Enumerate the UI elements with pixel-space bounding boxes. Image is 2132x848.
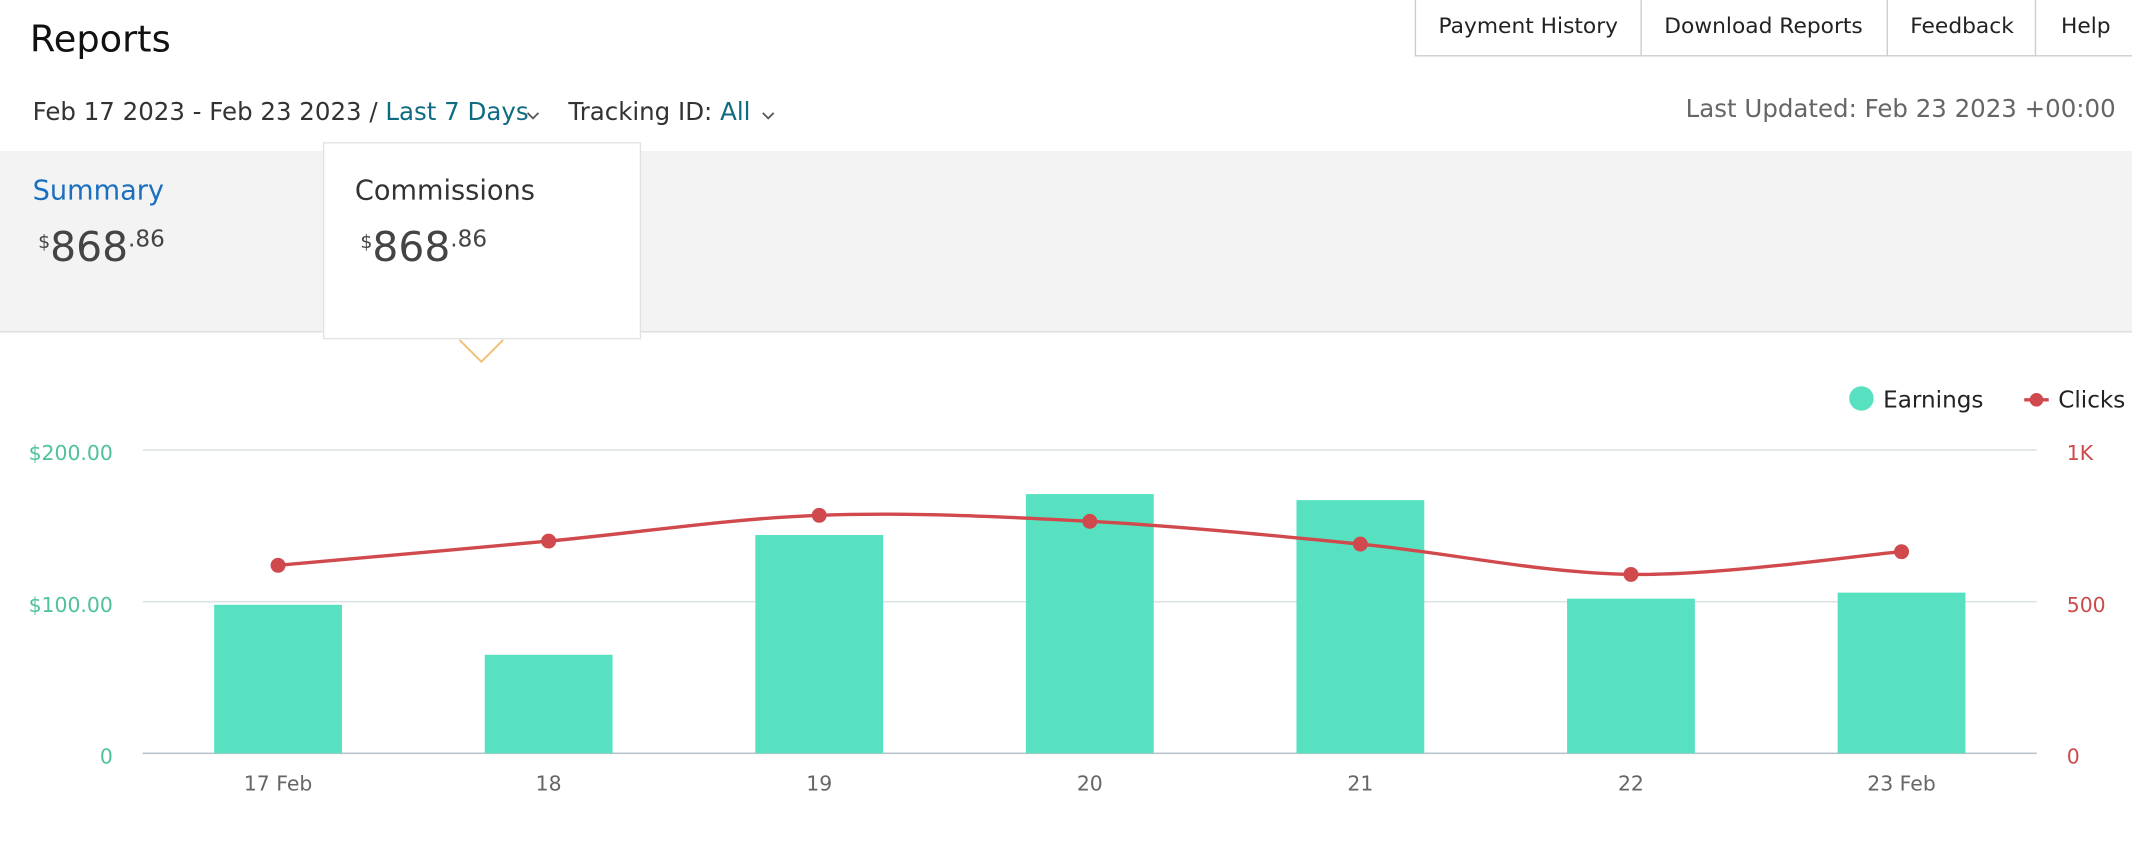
last-updated: Last Updated: Feb 23 2023 +00:00 [1686, 94, 2116, 123]
separator: / [369, 97, 378, 126]
summary-band [0, 150, 2132, 332]
tab[interactable]: Payment History [1439, 14, 1619, 39]
card-pointer [458, 339, 504, 364]
y2-tick-label: 500 [2067, 593, 2106, 617]
tracking-dropdown[interactable]: All [720, 97, 750, 126]
x-tick-label: 22 [1618, 772, 1644, 796]
line-point [270, 557, 286, 573]
amount-fraction: .86 [128, 226, 165, 252]
y2-tick-label: 0 [2067, 744, 2080, 768]
legend-swatch [1849, 386, 1874, 411]
x-tick-label: 20 [1077, 772, 1103, 796]
y2-tick-label: 1K [2067, 441, 2094, 465]
x-tick-label: 19 [806, 772, 832, 796]
tab[interactable]: Download Reports [1664, 14, 1862, 39]
y-tick-label: $100.00 [29, 593, 113, 617]
page-title: Reports [30, 17, 171, 60]
amount-whole: 868 [372, 223, 450, 271]
currency: $ [360, 231, 372, 253]
chevron[interactable] [762, 112, 775, 120]
filter-line: Feb 17 2023 - Feb 23 2023 / Last 7 Days [33, 97, 529, 126]
currency: $ [38, 231, 50, 253]
tab[interactable]: Feedback [1910, 14, 2014, 39]
legend-swatch [2029, 392, 2044, 407]
legend-label: Clicks [2058, 388, 2125, 414]
summary-amount: $868.86 [38, 223, 165, 271]
bar [1567, 598, 1695, 754]
tab-bar [1414, 0, 2132, 57]
bar [1837, 592, 1966, 754]
tracking-label: Tracking ID: [567, 97, 712, 126]
y-tick-label: 0 [100, 744, 113, 768]
tab[interactable]: Help [2061, 14, 2111, 39]
bar [755, 535, 884, 754]
line-point [811, 507, 827, 523]
commissions-amount: $868.86 [360, 223, 487, 271]
amount-fraction: .86 [450, 226, 487, 252]
y-tick-label: $200.00 [29, 441, 113, 465]
commissions-card[interactable] [322, 142, 642, 340]
line-point [1352, 536, 1368, 552]
chevron[interactable] [526, 112, 540, 120]
x-tick-label: 23 Feb [1867, 772, 1935, 796]
line-point [1623, 566, 1639, 582]
tracking-filter: Tracking ID: All [567, 97, 750, 126]
legend-label: Earnings [1883, 388, 1983, 414]
summary-tab[interactable]: Summary [33, 175, 164, 206]
x-tick-label: 21 [1347, 772, 1373, 796]
period-dropdown[interactable]: Last 7 Days [385, 97, 528, 126]
chart: 0 $100.00 $200.00 0 500 1K 17 Feb 18 19 20 21 22 23 … [29, 386, 2125, 796]
date-range: Feb 17 2023 - Feb 23 2023 [33, 97, 362, 126]
line-point [1082, 513, 1098, 529]
line-point [1894, 544, 1910, 560]
x-tick-label: 18 [536, 772, 562, 796]
bar [1025, 494, 1154, 754]
x-tick-label: 17 Feb [244, 772, 312, 796]
amount-whole: 868 [50, 223, 128, 271]
bar [214, 604, 342, 754]
commissions-label: Commissions [355, 175, 535, 206]
bar [484, 654, 613, 754]
line-point [541, 533, 557, 549]
